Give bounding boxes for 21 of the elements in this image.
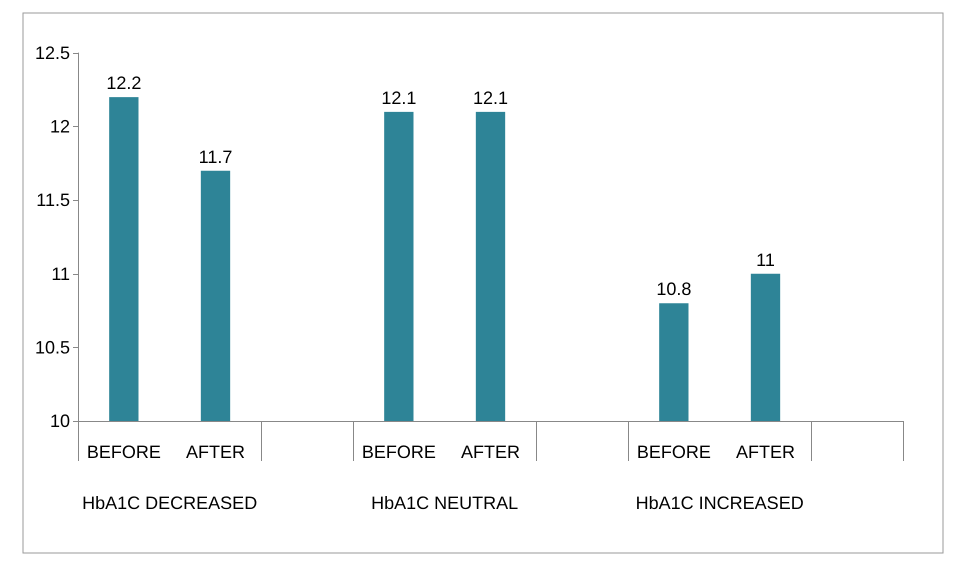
x-tick-label: BEFORE [636,442,711,462]
x-tick-label: AFTER [736,442,796,462]
y-tick-label: 12.5 [34,43,70,63]
data-label: 12.1 [472,88,508,108]
x-tick-label: AFTER [186,442,246,462]
y-tick-label: 11.5 [36,190,70,210]
text: HbA1C INCREASED [636,493,804,513]
y-tick-label: 10 [50,411,70,431]
text: HbA1C NEUTRAL [371,493,518,513]
y-tick-label: 11 [51,264,70,284]
data-label: 12.1 [381,88,416,108]
data-label: 12.2 [106,73,142,94]
x-tick-label: AFTER [460,442,520,462]
y-tick-label: 12 [50,116,70,137]
data-label: 11 [756,250,775,270]
text: HbA1C DECREASED [82,493,258,513]
x-tick-label: BEFORE [86,442,161,462]
data-label: 11.7 [198,146,232,167]
y-tick-label: 10.5 [34,337,70,358]
x-tick-label: BEFORE [362,442,436,462]
data-label: 10.8 [656,279,692,300]
